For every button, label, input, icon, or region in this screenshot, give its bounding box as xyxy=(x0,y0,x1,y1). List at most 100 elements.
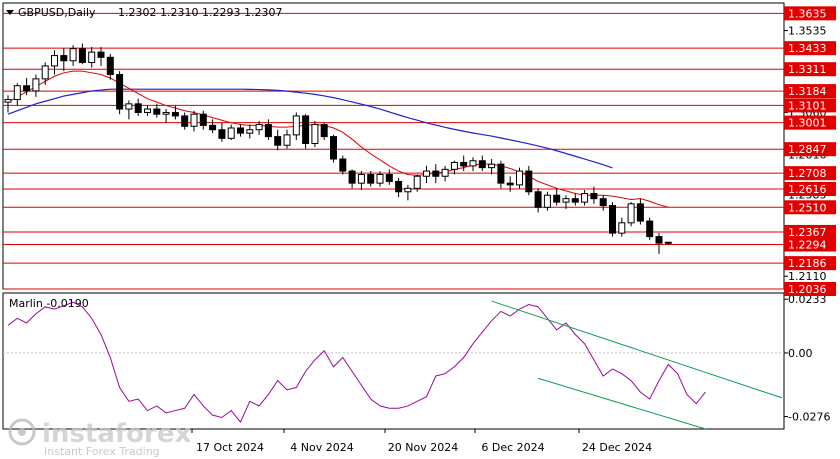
candle-body xyxy=(571,198,579,203)
level-tag xyxy=(784,256,836,271)
candle-body xyxy=(274,136,282,146)
channel-upper-line xyxy=(491,300,783,399)
candle-body xyxy=(516,170,523,186)
collapse-triangle-icon[interactable] xyxy=(6,10,14,15)
candle-body xyxy=(432,170,440,177)
price-axis-label: 1.3535 xyxy=(788,25,827,38)
candle-body xyxy=(553,194,561,203)
level-tag xyxy=(784,224,836,239)
candle-body xyxy=(227,127,235,139)
candle-body xyxy=(627,203,635,224)
candle-body xyxy=(60,55,68,62)
level-tag xyxy=(784,182,836,197)
candle-body xyxy=(478,160,486,169)
ma-slow-line xyxy=(7,88,613,169)
level-tag-label: 1.2847 xyxy=(788,143,827,156)
candle-body xyxy=(618,222,626,234)
candle-body xyxy=(320,124,328,138)
candle-body xyxy=(51,55,58,67)
level-tag-label: 1.2510 xyxy=(788,201,827,214)
candle-body xyxy=(543,194,551,208)
level-tag xyxy=(784,282,836,296)
candle-body xyxy=(450,161,458,170)
instaforex-logo: instaforex Instant Forex Trading xyxy=(8,418,192,458)
candle-body xyxy=(413,175,421,189)
level-tag-label: 1.3311 xyxy=(788,63,827,76)
candle-body xyxy=(125,103,133,110)
oscillator xyxy=(3,300,784,430)
candle-body xyxy=(385,174,393,182)
candle-body xyxy=(636,203,644,222)
candle-body xyxy=(357,174,365,184)
candle-body xyxy=(292,115,300,136)
candle-body xyxy=(404,187,412,193)
candle-body xyxy=(460,161,468,167)
candle-body xyxy=(69,48,77,62)
level-tag xyxy=(784,98,836,113)
candle-body xyxy=(367,174,375,184)
level-tag xyxy=(784,84,836,99)
date-axis-label: 17 Oct 2024 xyxy=(196,441,264,454)
candle-body xyxy=(664,241,672,244)
channel-lower-line xyxy=(537,377,706,430)
candle-body xyxy=(78,48,86,63)
candle-body xyxy=(246,129,254,134)
level-tag-label: 1.2616 xyxy=(788,183,827,196)
candle-body xyxy=(609,205,616,234)
candle-body xyxy=(97,51,105,58)
candle-body xyxy=(13,85,21,101)
osc-axis-label: 0.00 xyxy=(788,347,813,360)
level-tag-label: 1.3001 xyxy=(788,117,827,130)
level-tag-label: 1.2294 xyxy=(788,239,827,252)
ohlc-readout: 1.2302 1.2310 1.2293 1.2307 xyxy=(118,6,282,19)
level-tag xyxy=(784,200,836,215)
candle-body xyxy=(162,111,170,115)
candle-body xyxy=(348,170,356,184)
candle-body xyxy=(171,111,179,117)
candle-body xyxy=(283,134,291,146)
logo-ring-icon xyxy=(8,418,36,446)
candle-body xyxy=(264,124,272,138)
price-axis-label: 1.2110 xyxy=(788,270,827,283)
candle-body xyxy=(497,163,505,184)
candle-body xyxy=(488,163,496,169)
candle-body xyxy=(199,113,207,126)
candle-body xyxy=(646,220,654,238)
candle-body xyxy=(88,51,96,63)
symbol-label: GBPUSD,Daily xyxy=(18,6,96,19)
date-axis-label: 24 Dec 2024 xyxy=(582,441,652,454)
candle-body xyxy=(423,170,430,177)
candle-body xyxy=(441,168,449,177)
candle-body xyxy=(190,113,198,127)
candle-body xyxy=(255,124,263,131)
candle-body xyxy=(144,108,151,113)
level-tag-label: 1.3101 xyxy=(788,99,827,112)
level-tag xyxy=(784,166,836,181)
candle-body xyxy=(339,158,347,172)
date-axis-label: 6 Dec 2024 xyxy=(481,441,544,454)
candle-body xyxy=(330,136,337,160)
candle-body xyxy=(599,198,607,207)
logo-dot-icon xyxy=(18,428,26,436)
candle-body xyxy=(116,74,124,110)
candle-body xyxy=(534,191,542,208)
level-tag xyxy=(784,237,836,252)
level-tag-label: 1.2186 xyxy=(788,257,827,270)
candle-body xyxy=(311,124,319,145)
indicator-pane-frame xyxy=(2,292,785,430)
candle-body xyxy=(41,65,49,80)
candle-body xyxy=(4,99,12,103)
candle-body xyxy=(209,124,217,131)
candlesticks xyxy=(4,43,672,254)
level-tag xyxy=(784,62,836,77)
level-tag xyxy=(784,142,836,157)
level-tag xyxy=(784,115,836,130)
candle-body xyxy=(134,103,142,113)
level-tag xyxy=(784,41,836,56)
horizontal-levels xyxy=(3,12,784,290)
level-tag-label: 1.2036 xyxy=(788,283,827,296)
